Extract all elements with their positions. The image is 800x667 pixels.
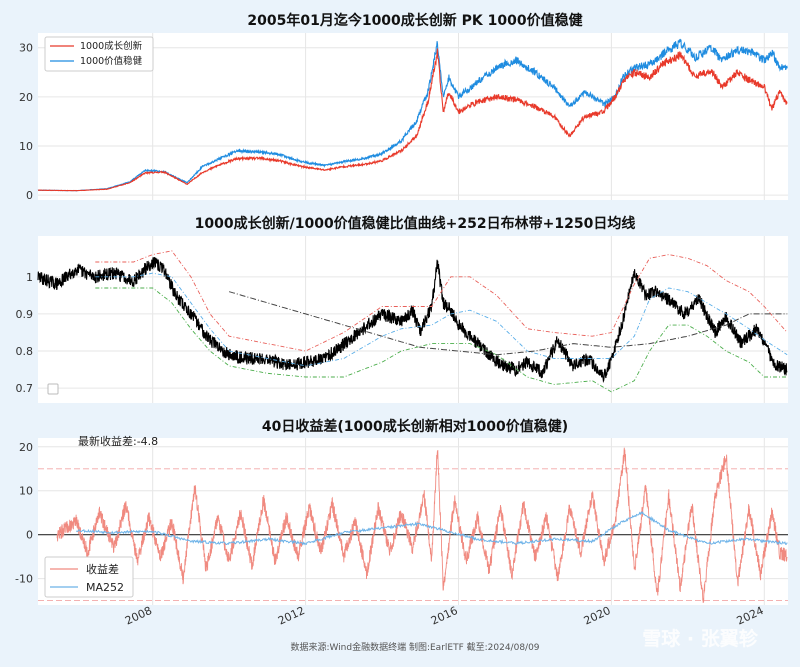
ma252-line [75,511,788,546]
panel2-title: 1000成长创新/1000价值稳健比值曲线+252日布林带+1250日均线 [195,215,636,232]
y-tick-label: 0.9 [16,308,34,321]
y-tick-label: 1 [26,271,33,284]
panel3-title: 40日收益差(1000成长创新相对1000价值稳健) [262,418,568,435]
ratio-line [37,256,788,384]
y-tick-label: 0 [26,529,33,542]
y-tick-label: 0.7 [16,382,34,395]
y-tick-label: -10 [15,573,33,586]
bollinger-lower [95,287,788,393]
watermark-logo: 雪球 · 张翼轸 [642,627,758,650]
panel-ratio-bollinger: 1000成长创新/1000价值稳健比值曲线+252日布林带+1250日均线 0.… [16,215,788,403]
panel2-legend-box [47,383,59,395]
panel3-y-axis: -10 0 10 20 [15,441,33,586]
y-tick-label: 20 [19,441,33,454]
panel1-series-lines [37,38,788,192]
y-tick-label: 10 [19,140,33,153]
y-tick-label: 0 [26,189,33,202]
panel3-plot-area [38,438,788,605]
panel3-series-lines [38,447,788,603]
panel1-title: 2005年01月迄今1000成长创新 PK 1000价值稳健 [247,12,582,29]
panel-price-comparison: 2005年01月迄今1000成长创新 PK 1000价值稳健 0 10 20 30 1… [19,12,788,202]
panel1-legend: 1000成长创新 1000价值稳健 [44,36,154,72]
series-line-growth [37,48,788,192]
legend-label-spread: 收益差 [86,562,119,576]
y-tick-label: 10 [19,485,33,498]
y-tick-label: 0.8 [16,345,34,358]
panel2-plot-area [38,236,788,403]
panel3-legend: 收益差 MA252 [44,556,134,598]
source-footer: 数据来源:Wind金融数据终端 制图:EarlETF 截至:2024/08/09 [290,641,539,653]
latest-spread-annotation: 最新收益差:-4.8 [78,434,158,448]
panel2-y-axis: 0.7 0.8 0.9 1 [16,271,34,395]
panel2-series-lines [37,250,788,393]
legend-label-ma: MA252 [86,581,124,594]
y-tick-label: 30 [19,42,33,55]
legend-label-value: 1000价值稳健 [80,55,143,67]
legend-label-growth: 1000成长创新 [80,40,143,52]
ma1250-line [228,291,788,356]
spread-line [56,447,788,603]
bollinger-upper [95,250,788,352]
panel1-y-axis: 0 10 20 30 [19,42,33,202]
y-tick-label: 20 [19,91,33,104]
